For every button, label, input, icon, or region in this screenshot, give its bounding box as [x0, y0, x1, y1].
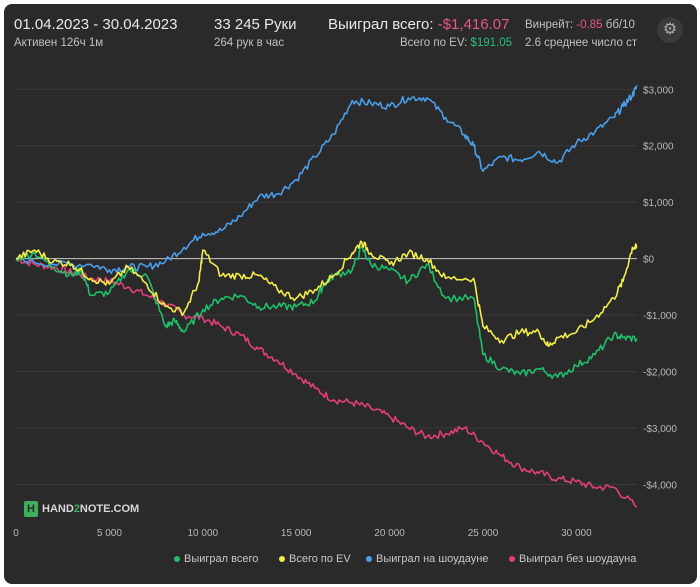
- series-line-non-showdown: [15, 257, 638, 508]
- legend-item-won-total[interactable]: Выиграл всего: [174, 553, 258, 565]
- x-tick-label: 25 000: [468, 528, 499, 539]
- avg-players: 2.6 среднее число ст: [525, 37, 638, 49]
- won-total-label: Выиграл всего:: [328, 16, 434, 33]
- ev-label: Всего по EV:: [400, 37, 468, 49]
- legend-dot: [174, 556, 180, 563]
- date-range: 01.04.2023 - 30.04.2023: [14, 16, 178, 33]
- logo-mark-icon: H: [24, 501, 38, 517]
- dashboard-panel: 01.04.2023 - 30.04.2023 Активен 126ч 1м …: [4, 4, 697, 584]
- y-tick-label: $1,000: [643, 198, 674, 209]
- series-line-showdown: [15, 85, 638, 275]
- hands-count: 33 245 Руки: [214, 16, 297, 33]
- won-total-value: -$1,416.07: [437, 16, 510, 33]
- hands-per-hour: 264 рук в час: [214, 37, 285, 49]
- won-total: Выиграл всего: -$1,416.07: [328, 16, 509, 33]
- legend-dot: [279, 556, 285, 563]
- legend-item-non-showdown[interactable]: Выиграл без шоудауна: [509, 553, 636, 565]
- x-tick-label: 30 000: [561, 528, 592, 539]
- x-tick-label: 15 000: [281, 528, 312, 539]
- active-time: Активен 126ч 1м: [14, 37, 104, 49]
- series-line-ev: [16, 240, 638, 347]
- y-tick-label: -$4,000: [643, 480, 677, 491]
- x-tick-label: 5 000: [97, 528, 122, 539]
- hand2note-logo: H HAND2NOTE.COM: [24, 501, 139, 517]
- y-tick-label: -$2,000: [643, 368, 677, 379]
- x-tick-label: 0: [13, 528, 19, 539]
- legend-dot: [366, 556, 372, 563]
- y-tick-label: -$1,000: [643, 311, 677, 322]
- series-line-won-total: [15, 245, 638, 380]
- winrate-label: Винрейт:: [525, 19, 574, 31]
- y-tick-label: $0: [643, 255, 655, 266]
- y-tick-label: -$3,000: [643, 424, 677, 435]
- ev-value: $191.05: [470, 37, 513, 49]
- gear-icon[interactable]: ⚙: [657, 17, 683, 43]
- legend-dot: [509, 556, 515, 563]
- y-tick-label: $3,000: [643, 85, 674, 96]
- winrate: Винрейт: -0.85 бб/10: [525, 19, 635, 31]
- x-tick-label: 10 000: [187, 528, 218, 539]
- legend-item-showdown[interactable]: Выиграл на шоудауне: [366, 553, 488, 565]
- winrate-unit: бб/10: [605, 19, 635, 31]
- profit-chart: $3,000 $2,000 $1,000 $0 -$1,000 -$2,000 -$3,00…: [13, 85, 677, 539]
- x-tick-label: 20 000: [374, 528, 405, 539]
- winrate-value: -0.85: [576, 19, 603, 31]
- legend-item-ev[interactable]: Всего по EV: [279, 553, 351, 565]
- y-tick-label: $2,000: [643, 142, 674, 153]
- ev-total: Всего по EV: $191.05: [400, 37, 512, 49]
